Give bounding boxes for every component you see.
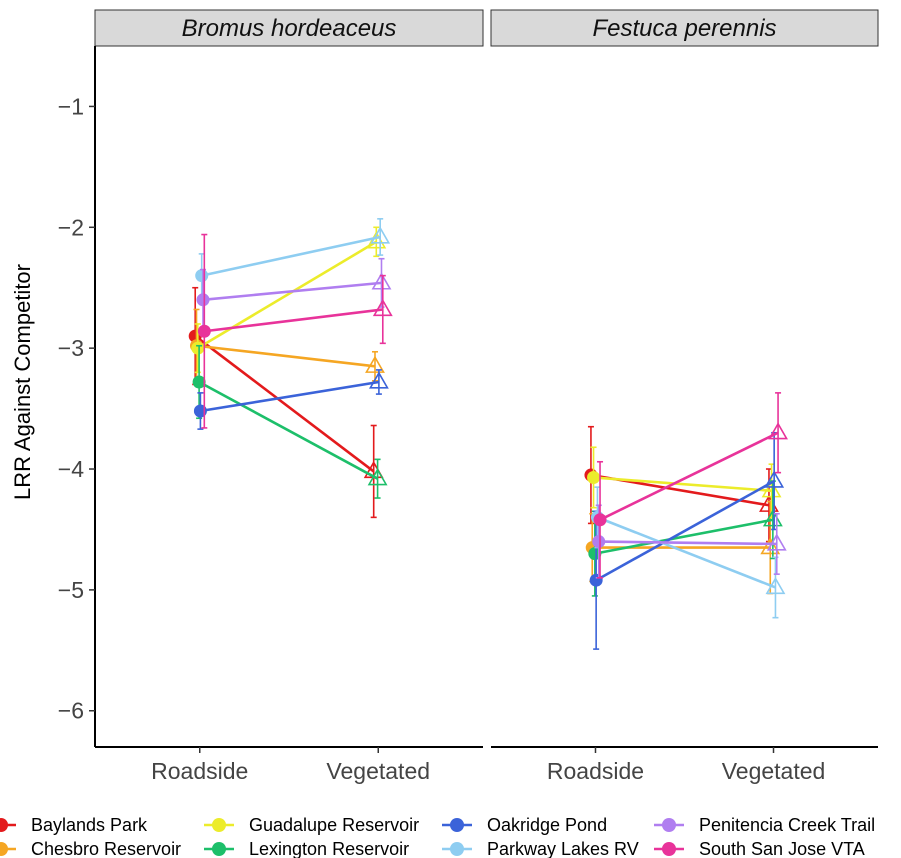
series-line [196,344,376,368]
legend-item-chesbro-reservoir: Chesbro Reservoir [0,839,181,858]
facet-title: Bromus hordeaceus [182,15,397,42]
series-line [201,235,381,277]
point-roadside [196,293,210,307]
legend-label: Baylands Park [31,815,148,835]
point-vegetated [372,298,393,317]
point-vegetated [766,533,787,551]
series-guadalupe-reservoir [587,446,782,519]
series-line [198,380,379,480]
legend-label: Chesbro Reservoir [31,839,181,858]
legend-label: South San Jose VTA [699,839,865,858]
legend-label: Parkway Lakes RV [487,839,639,858]
series-line [204,308,383,333]
legend-label: Lexington Reservoir [249,839,409,858]
series-chesbro-reservoir [585,500,781,595]
series-south-san-jose-vta [593,392,788,579]
legend-key-point [212,818,226,832]
legend-item-guadalupe-reservoir: Guadalupe Reservoir [204,815,419,835]
legend-item-penitencia-creek-trail: Penitencia Creek Trail [654,815,875,835]
legend-label: Guadalupe Reservoir [249,815,419,835]
point-vegetated [370,226,391,244]
y-tick-label: −4 [58,456,84,482]
series-line [593,476,772,493]
series-line [596,516,776,589]
series-oakridge-pond [193,369,389,430]
legend-key-point [450,818,464,832]
point-vegetated [365,355,385,373]
series-lexington-reservoir [192,344,388,499]
x-tick-label: Roadside [151,758,248,784]
facet-strip [94,9,484,47]
y-tick-label: −1 [58,93,84,119]
series-parkway-lakes-rv [590,486,786,619]
x-tick-label: Roadside [547,758,644,784]
y-axis: −1 −2 −3 −4 −5 −6 [58,46,96,747]
facet-festuca-perennis: Festuca perennis Roadside Vegetated [490,9,879,784]
point-roadside [587,470,601,484]
y-tick-label: −3 [58,335,84,361]
x-tick-label: Vegetated [326,758,430,784]
facet-bromus-hordeaceus: Bromus hordeaceus Roadside Vegetated [94,9,484,784]
point-roadside [195,269,209,283]
point-vegetated [768,422,788,440]
legend-item-parkway-lakes-rv: Parkway Lakes RV [442,839,639,858]
series-line [202,281,382,302]
series-line [598,540,777,546]
legend-key-point [0,842,8,856]
series-line [595,479,775,582]
facet-title: Festuca perennis [592,15,776,42]
series-penitencia-creek-trail [196,257,392,331]
facet-strip [490,9,879,47]
legend-label: Penitencia Creek Trail [699,815,875,835]
legend-item-south-san-jose-vta: South San Jose VTA [654,839,865,858]
legend-item-baylands-park: Baylands Park [0,815,148,835]
point-vegetated [760,536,781,555]
y-axis-title: LRR Against Competitor [10,264,35,500]
x-tick-label: Vegetated [722,758,826,784]
series-south-san-jose-vta [197,233,393,429]
point-vegetated [761,480,782,498]
point-vegetated [367,468,388,486]
legend-key-point [662,818,676,832]
point-vegetated [764,470,785,488]
series-line [194,335,375,473]
point-roadside [191,341,205,355]
y-tick-label: −6 [58,698,84,724]
y-tick-label: −2 [58,214,84,240]
series-line [200,380,380,413]
legend: Baylands Park Chesbro Reservoir Guadalupe … [0,815,875,858]
y-tick-label: −5 [58,577,84,603]
legend-key-point [662,842,676,856]
point-vegetated [368,371,389,389]
series-line [594,518,774,555]
series-guadalupe-reservoir [191,226,387,374]
legend-item-oakridge-pond: Oakridge Pond [442,815,607,835]
point-roadside [197,324,211,338]
legend-key-point [0,818,8,832]
point-roadside [593,513,607,527]
point-vegetated [765,576,786,595]
legend-label: Oakridge Pond [487,815,607,835]
legend-item-lexington-reservoir: Lexington Reservoir [204,839,409,858]
point-vegetated [371,272,392,290]
series-line [599,431,779,521]
point-roadside [592,535,606,549]
legend-key-point [450,842,464,856]
legend-key-point [212,842,226,856]
series-line [197,240,377,350]
point-roadside [192,375,206,389]
